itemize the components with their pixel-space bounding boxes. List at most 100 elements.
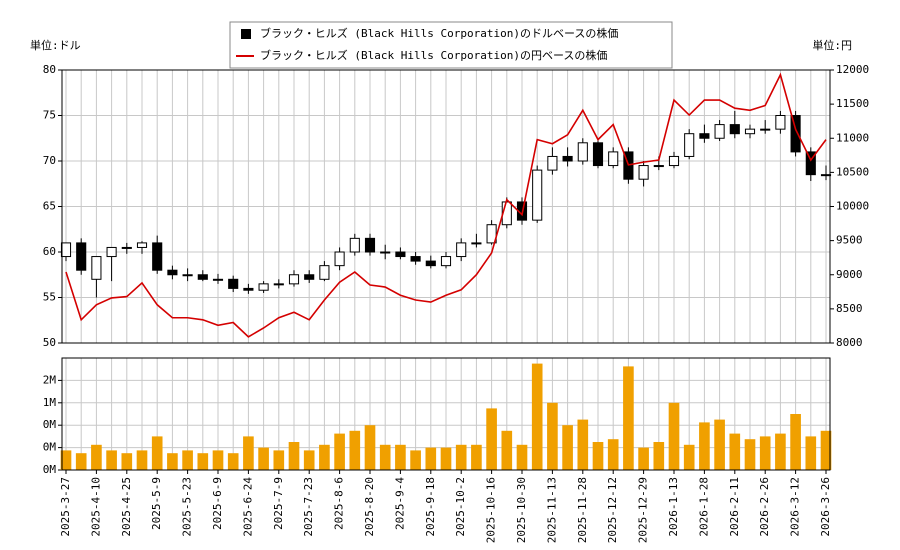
y-tick-label: 55	[43, 291, 56, 304]
x-tick-label: 2026-1-13	[667, 477, 680, 537]
legend-box	[229, 21, 673, 69]
volume-bar	[744, 439, 756, 470]
y2-tick-label: 11500	[836, 97, 869, 110]
y-tick-label: 0M	[43, 463, 57, 476]
x-tick-label: 2025-10-2	[454, 477, 467, 537]
candle-body	[775, 115, 786, 130]
volume-bar	[683, 444, 695, 470]
x-tick-label: 2025-9-4	[393, 477, 406, 530]
candle-body	[228, 278, 239, 289]
legend: ブラック・ヒルズ (Black Hills Corporation)のドルベース…	[229, 21, 673, 69]
x-tick-label: 2025-10-16	[485, 477, 498, 543]
volume-bar	[775, 433, 786, 470]
volume-bar	[364, 425, 376, 470]
volume-bar	[805, 436, 817, 470]
plot-frame	[61, 69, 831, 344]
volume-bar	[577, 419, 589, 470]
plot-frame	[61, 357, 831, 471]
candle-body	[486, 224, 497, 244]
y-unit-left: 単位:ドル	[30, 38, 81, 52]
volume-bar	[197, 453, 209, 470]
x-tick-label: 2025-6-24	[241, 477, 254, 537]
y2-tick-label: 12000	[836, 63, 869, 76]
volume-bar	[243, 436, 254, 470]
candle-body	[182, 274, 193, 277]
volume-bar	[121, 453, 133, 470]
volume-bar	[319, 444, 330, 470]
volume-bar	[790, 414, 801, 470]
candle-body	[288, 274, 300, 285]
candle-body	[608, 151, 619, 167]
candle-body	[547, 155, 558, 171]
candle-body	[91, 256, 102, 280]
x-tick-label: 2025-4-25	[120, 477, 133, 537]
candle-body	[653, 165, 664, 168]
candle-body	[395, 251, 406, 258]
volume-bar	[334, 433, 345, 470]
volume-bar	[638, 447, 649, 470]
x-tick-label: 2025-7-9	[272, 477, 285, 530]
x-tick-label: 2026-2-11	[728, 477, 741, 537]
candle-body	[60, 242, 72, 258]
candle-body	[304, 274, 315, 280]
legend-label: ブラック・ヒルズ (Black Hills Corporation)の円ベースの…	[260, 48, 607, 62]
candle-body	[364, 237, 376, 253]
candle-body	[562, 155, 573, 162]
x-tick-label: 2026-3-26	[819, 477, 832, 537]
volume-bar	[303, 450, 315, 470]
candle-body	[684, 133, 695, 157]
x-tick-label: 2025-7-23	[302, 477, 315, 537]
volume-bar	[60, 450, 72, 470]
y-tick-label: 65	[43, 200, 56, 213]
volume-bar	[623, 366, 634, 470]
candle-body	[136, 242, 148, 248]
x-tick-label: 2025-10-30	[515, 477, 528, 543]
candle-body	[243, 287, 254, 291]
volume-bar	[714, 419, 725, 470]
volume-bar	[349, 430, 361, 470]
y2-tick-label: 9500	[836, 234, 863, 247]
price-line	[65, 72, 827, 338]
candle-body	[167, 269, 178, 276]
x-tick-label: 2025-11-28	[576, 477, 589, 543]
legend-label: ブラック・ヒルズ (Black Hills Corporation)のドルベース…	[260, 26, 618, 40]
y2-tick-label: 10000	[836, 200, 869, 213]
volume-bar	[699, 422, 710, 470]
volume-bar	[592, 442, 604, 470]
x-tick-label: 2025-12-12	[606, 477, 619, 543]
volume-bar	[151, 436, 163, 470]
volume-bar	[212, 450, 224, 470]
volume-bar	[288, 442, 300, 470]
candle-body	[790, 115, 801, 153]
x-tick-label: 2026-1-28	[697, 477, 710, 537]
x-tick-label: 2025-6-9	[211, 477, 224, 530]
candle-body	[258, 283, 269, 291]
volume-bar	[440, 447, 452, 470]
y-tick-label: 60	[43, 245, 56, 258]
volume-bar	[410, 450, 421, 470]
candle-body	[760, 128, 771, 131]
volume-bar	[455, 444, 467, 470]
volume-bar	[395, 444, 406, 470]
candle-body	[121, 246, 132, 249]
candle-body	[668, 155, 680, 167]
candle-body	[440, 256, 452, 267]
volume-bar	[486, 408, 497, 470]
candle-body	[729, 124, 740, 135]
volume-bar	[562, 425, 573, 470]
volume-bar	[167, 453, 178, 470]
candle-body	[76, 242, 87, 271]
candle-body	[212, 278, 224, 281]
candle-body	[744, 128, 756, 135]
y2-tick-label: 9000	[836, 268, 863, 281]
x-tick-label: 2026-2-26	[758, 477, 771, 537]
candle-body	[106, 246, 117, 258]
volume-bar	[182, 450, 193, 470]
candle-body	[319, 265, 330, 280]
x-tick-label: 2025-8-20	[363, 477, 376, 537]
volume-bar	[136, 450, 148, 470]
y-tick-label: 1M	[43, 396, 57, 409]
y-tick-label: 0M	[43, 441, 57, 454]
volume-bar	[729, 433, 741, 470]
candle-body	[820, 174, 832, 177]
